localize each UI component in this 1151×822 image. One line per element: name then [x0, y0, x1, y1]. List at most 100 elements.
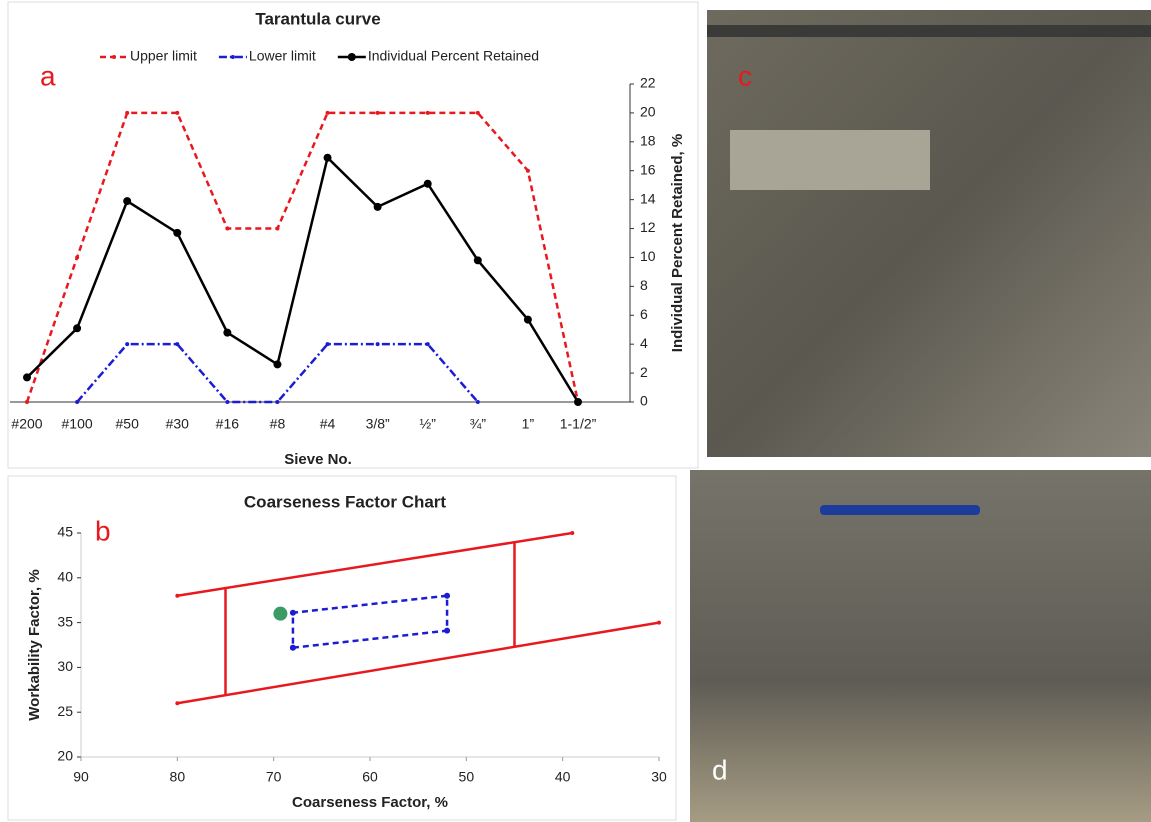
point: [275, 226, 280, 231]
point: [475, 110, 480, 115]
y-tick-label: 45: [57, 524, 73, 540]
point: [375, 110, 380, 115]
point: [273, 360, 282, 369]
photo-c-block: [730, 130, 930, 190]
x-tick-label: ½”: [420, 416, 437, 432]
photo-d: [690, 470, 1151, 822]
x-tick-label: 3/8”: [366, 416, 390, 432]
point: [574, 398, 582, 406]
point: [325, 342, 330, 347]
y-tick-label: 20: [57, 748, 73, 764]
point: [224, 694, 227, 697]
point: [25, 400, 29, 404]
point: [75, 400, 80, 404]
point: [425, 342, 430, 347]
x-tick-label: #16: [216, 416, 240, 432]
panel-label: d: [712, 754, 728, 785]
x-tick-label: 50: [459, 769, 475, 785]
x-tick-label: 1”: [522, 416, 535, 432]
x-tick-label: 80: [170, 769, 186, 785]
x-tick-label: #100: [62, 416, 93, 432]
y-tick-label: 0: [640, 393, 648, 409]
y-tick-label: 8: [640, 277, 648, 293]
point: [225, 400, 230, 404]
legend-marker: [230, 55, 235, 59]
point: [173, 228, 182, 237]
x-tick-label: 30: [651, 769, 667, 785]
point: [175, 593, 180, 598]
point: [473, 256, 482, 265]
point: [423, 179, 432, 188]
point: [523, 315, 532, 324]
legend-label: Upper limit: [130, 48, 197, 64]
point: [23, 373, 31, 382]
panel-label: c: [738, 60, 752, 91]
y-axis-label: Workability Factor, %: [26, 569, 43, 720]
point: [425, 110, 430, 115]
x-axis-label: Coarseness Factor, %: [292, 794, 448, 811]
x-tick-label: #50: [116, 416, 140, 432]
legend-marker: [112, 55, 116, 59]
y-tick-label: 40: [57, 569, 73, 585]
chart-title: Coarseness Factor Chart: [244, 492, 447, 511]
series-line: [177, 531, 573, 597]
point: [475, 400, 480, 404]
y-tick-label: 25: [57, 703, 73, 719]
legend-label: Lower limit: [249, 48, 316, 64]
point: [125, 110, 130, 115]
y-tick-label: 18: [640, 133, 656, 149]
series-line: [177, 621, 660, 705]
point: [570, 531, 575, 535]
y-tick-label: 10: [640, 248, 656, 264]
point: [323, 153, 332, 162]
point: [289, 644, 296, 651]
panel-label: a: [40, 60, 56, 91]
x-tick-label: 90: [73, 769, 89, 785]
point: [175, 110, 180, 115]
point: [275, 400, 280, 404]
point: [75, 255, 80, 260]
y-tick-label: 12: [640, 219, 656, 235]
x-tick-label: 60: [362, 769, 378, 785]
point: [225, 226, 230, 231]
y-tick-label: 16: [640, 161, 656, 177]
panel-a-frame: [7, 1, 699, 469]
y-tick-label: 30: [57, 658, 73, 674]
photo-c: [707, 10, 1151, 457]
x-tick-label: #8: [270, 416, 286, 432]
x-tick-label: #200: [11, 416, 42, 432]
point: [175, 342, 180, 347]
point: [325, 110, 330, 115]
y-axis-label: Individual Percent Retained, %: [669, 134, 686, 352]
point: [444, 627, 451, 634]
point: [123, 197, 132, 206]
x-tick-label: 40: [555, 769, 571, 785]
point: [289, 609, 296, 616]
series-line: [26, 155, 580, 403]
y-tick-label: 22: [640, 75, 656, 91]
point: [224, 587, 227, 590]
y-tick-label: 14: [640, 190, 656, 206]
point: [657, 620, 661, 625]
y-tick-label: 6: [640, 306, 648, 322]
point: [513, 540, 516, 543]
point: [125, 342, 130, 347]
y-tick-label: 20: [640, 104, 656, 120]
chart-title: Tarantula curve: [255, 9, 380, 28]
legend-label: Individual Percent Retained: [368, 48, 539, 64]
point: [513, 645, 516, 648]
photo-d-pen: [820, 505, 980, 515]
point: [273, 606, 288, 621]
x-tick-label: #30: [166, 416, 190, 432]
x-tick-label: #4: [320, 416, 336, 432]
y-tick-label: 4: [640, 335, 648, 351]
legend-marker: [347, 53, 356, 61]
point: [223, 328, 232, 337]
x-tick-label: 70: [266, 769, 282, 785]
point: [73, 324, 82, 333]
point: [525, 168, 530, 173]
x-tick-label: 1-1/2”: [560, 416, 597, 432]
point: [375, 342, 380, 347]
photo-c-rod: [707, 25, 1151, 37]
